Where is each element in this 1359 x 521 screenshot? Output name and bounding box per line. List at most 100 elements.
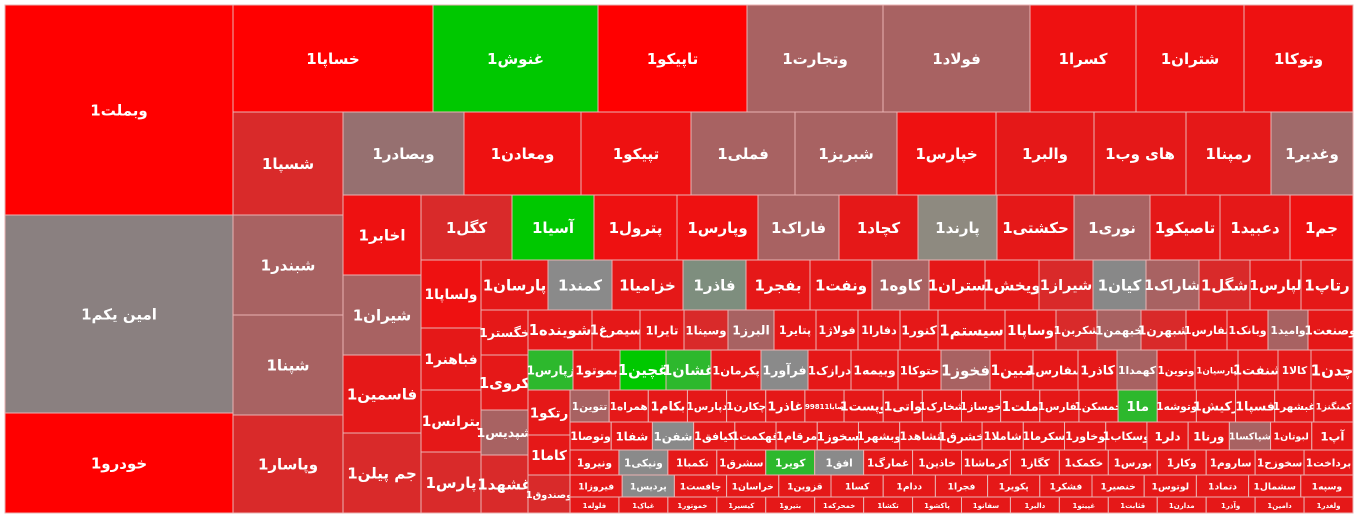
tile[interactable] (232, 414, 344, 514)
tile[interactable] (899, 309, 939, 351)
tile[interactable] (1117, 389, 1158, 423)
tile[interactable] (897, 349, 942, 391)
tile[interactable] (794, 111, 898, 196)
tile[interactable] (591, 309, 641, 351)
tile[interactable] (463, 111, 582, 196)
tile[interactable] (1156, 389, 1197, 423)
tile[interactable] (4, 4, 234, 216)
tile[interactable] (710, 349, 762, 391)
tile[interactable] (342, 274, 422, 356)
tile[interactable] (1093, 111, 1187, 196)
tile[interactable] (816, 421, 859, 451)
tile[interactable] (693, 421, 736, 451)
tile[interactable] (1194, 349, 1239, 391)
tile[interactable] (1140, 309, 1187, 351)
tile[interactable] (863, 449, 914, 476)
tile[interactable] (857, 309, 901, 351)
tile[interactable] (1267, 309, 1309, 351)
tile[interactable] (683, 309, 729, 351)
tile[interactable] (4, 214, 234, 414)
tile[interactable] (572, 349, 621, 391)
tile[interactable] (804, 389, 845, 423)
tile[interactable] (1022, 421, 1066, 451)
tile[interactable] (984, 259, 1040, 311)
tile[interactable] (619, 349, 667, 391)
tile[interactable] (882, 4, 1031, 113)
tile[interactable] (1313, 389, 1354, 423)
tile[interactable] (480, 259, 549, 311)
tile[interactable] (1303, 496, 1354, 514)
tile[interactable] (4, 412, 234, 514)
tile[interactable] (1270, 421, 1313, 451)
tile[interactable] (342, 354, 422, 434)
tile[interactable] (1032, 349, 1079, 391)
tile[interactable] (420, 327, 482, 391)
tile[interactable] (727, 309, 775, 351)
tile[interactable] (1146, 421, 1189, 451)
tile[interactable] (1249, 259, 1302, 311)
tile[interactable] (611, 259, 684, 311)
tile[interactable] (1000, 389, 1041, 423)
tile[interactable] (647, 389, 688, 423)
tile[interactable] (937, 309, 1006, 351)
tile[interactable] (1058, 449, 1109, 476)
tile[interactable] (928, 259, 986, 311)
tile[interactable] (1156, 349, 1196, 391)
tile[interactable] (232, 314, 344, 416)
tile[interactable] (921, 389, 962, 423)
tile[interactable] (912, 449, 962, 476)
tile[interactable] (1004, 309, 1057, 351)
tile[interactable] (597, 4, 748, 113)
tile[interactable] (686, 389, 728, 423)
tile[interactable] (1254, 449, 1305, 476)
tile[interactable] (1219, 194, 1291, 261)
tile[interactable] (1077, 349, 1118, 391)
tile[interactable] (838, 194, 919, 261)
tile[interactable] (527, 349, 574, 391)
tile[interactable] (775, 421, 818, 451)
tile[interactable] (580, 111, 692, 196)
tile[interactable] (773, 309, 817, 351)
tile[interactable] (690, 111, 796, 196)
tile[interactable] (682, 259, 747, 311)
tile[interactable] (1156, 449, 1207, 476)
tile[interactable] (480, 454, 529, 514)
tile[interactable] (734, 421, 777, 451)
tile[interactable] (1096, 309, 1142, 351)
tile[interactable] (760, 349, 809, 391)
tile[interactable] (342, 111, 465, 196)
tile[interactable] (1038, 259, 1094, 311)
tile[interactable] (1092, 259, 1147, 311)
tile[interactable] (1243, 4, 1354, 113)
tile[interactable] (547, 259, 613, 311)
tile[interactable] (745, 259, 811, 311)
tile[interactable] (232, 4, 434, 113)
tile[interactable] (765, 449, 816, 476)
tile[interactable] (896, 111, 997, 196)
tile[interactable] (420, 451, 482, 514)
tile[interactable] (1274, 389, 1315, 423)
tile[interactable] (917, 194, 998, 261)
tile[interactable] (995, 111, 1095, 196)
tile[interactable] (432, 4, 599, 113)
tile[interactable] (961, 449, 1011, 476)
tile[interactable] (882, 389, 923, 423)
tile[interactable] (480, 309, 529, 356)
tile[interactable] (618, 449, 669, 476)
tile[interactable] (1277, 349, 1312, 391)
tile[interactable] (1187, 421, 1230, 451)
tile[interactable] (940, 421, 983, 451)
tile[interactable] (232, 214, 344, 316)
tile[interactable] (807, 349, 852, 391)
tile[interactable] (899, 421, 942, 451)
tile[interactable] (651, 421, 695, 451)
tile[interactable] (342, 432, 422, 514)
tile[interactable] (639, 309, 685, 351)
tile[interactable] (1185, 309, 1228, 351)
tile[interactable] (1073, 194, 1151, 261)
tile[interactable] (809, 259, 873, 311)
tile[interactable] (1055, 309, 1098, 351)
tile[interactable] (1270, 111, 1354, 196)
tile[interactable] (1135, 4, 1245, 113)
tile[interactable] (1228, 421, 1272, 451)
